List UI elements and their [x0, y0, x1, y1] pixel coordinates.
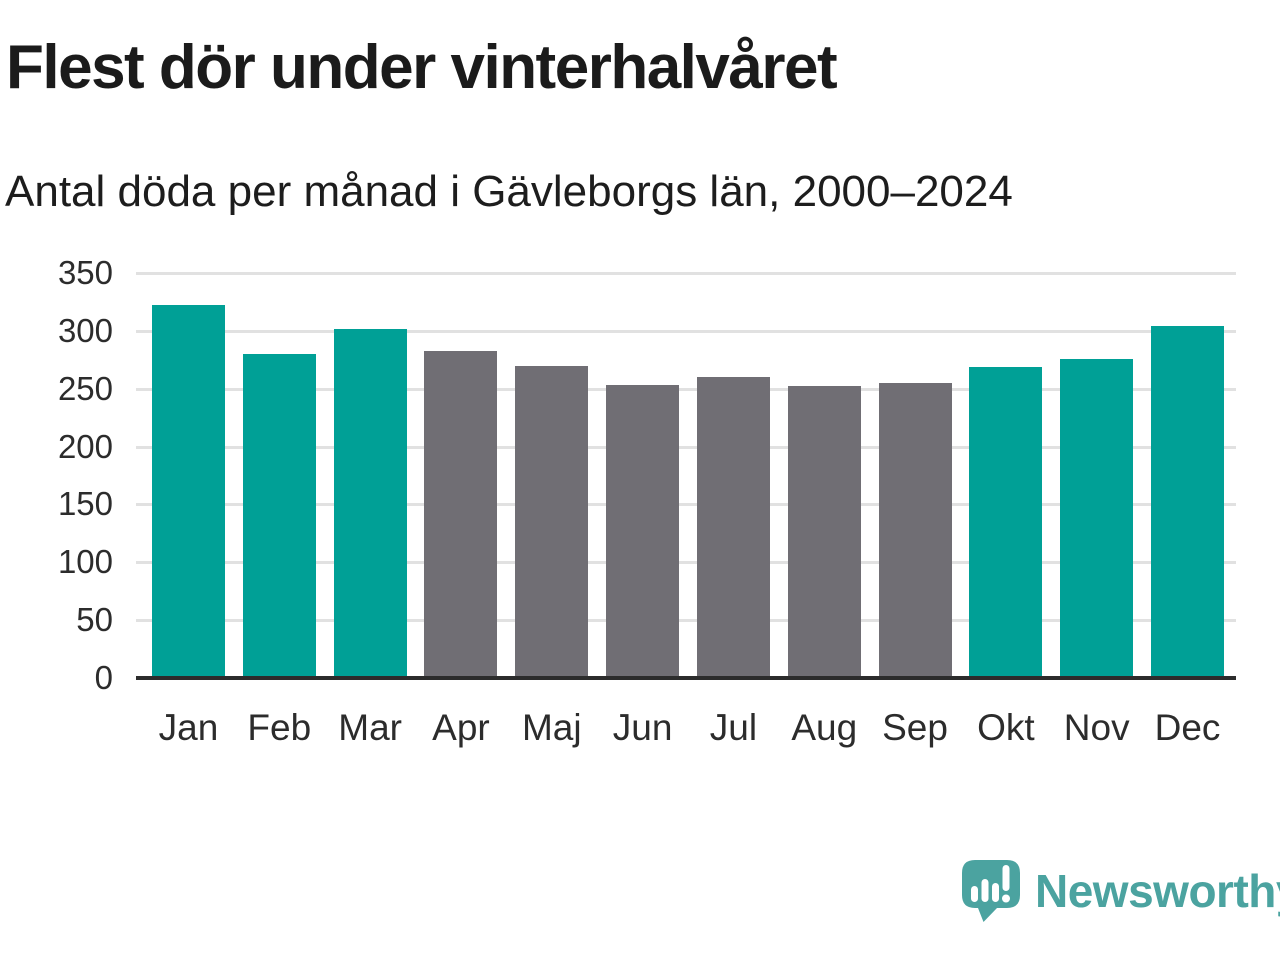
- bar-apr: [424, 350, 498, 678]
- bar-dec: [1151, 326, 1225, 678]
- newsworthy-logo-text: Newsworthy: [1035, 865, 1280, 917]
- x-label-jul: Jul: [709, 707, 758, 748]
- bar-okt: [969, 366, 1043, 678]
- y-tick-50: 50: [76, 601, 113, 639]
- bar-maj: [515, 365, 589, 678]
- gridline-50: [136, 619, 1236, 623]
- chart-title: Flest dör under vinterhalvåret: [6, 33, 838, 102]
- x-label-jun: Jun: [612, 707, 673, 748]
- bar-sep: [878, 382, 952, 678]
- y-tick-150: 150: [57, 485, 113, 523]
- x-label-aug: Aug: [791, 707, 858, 748]
- x-label-feb: Feb: [247, 707, 312, 748]
- bar-jan: [152, 305, 225, 678]
- x-label-dec: Dec: [1154, 707, 1221, 748]
- x-label-jan: Jan: [158, 707, 219, 748]
- y-tick-250: 250: [57, 369, 113, 407]
- x-label-nov: Nov: [1063, 707, 1130, 748]
- newsworthy-logo: Newsworthy: [962, 860, 1280, 922]
- y-tick-100: 100: [57, 543, 113, 581]
- y-tick-350: 350: [57, 254, 113, 291]
- x-label-sep: Sep: [882, 707, 948, 748]
- x-label-mar: Mar: [338, 707, 402, 748]
- bar-aug: [787, 386, 861, 678]
- bar-jun: [606, 385, 680, 678]
- gridline-100: [136, 561, 1236, 565]
- x-label-okt: Okt: [977, 707, 1035, 748]
- gridline-200: [136, 445, 1236, 449]
- bar-jul: [696, 377, 770, 678]
- x-label-apr: Apr: [432, 707, 490, 748]
- gridline-150: [136, 503, 1236, 507]
- x-label-maj: Maj: [521, 707, 582, 748]
- gridline-250: [136, 387, 1236, 391]
- bar-feb: [242, 354, 316, 678]
- y-tick-300: 300: [57, 311, 113, 349]
- y-tick-200: 200: [57, 427, 113, 465]
- bar-mar: [333, 328, 407, 678]
- speech-bubble-bar-chart-icon: [962, 860, 1020, 922]
- bar-nov: [1060, 358, 1134, 678]
- y-tick-0: 0: [94, 659, 113, 696]
- chart-subtitle: Antal döda per månad i Gävleborgs län, 2…: [5, 167, 1013, 216]
- x-axis-line: [136, 676, 1236, 680]
- gridline-350: [136, 272, 1236, 275]
- gridline-300: [136, 329, 1236, 333]
